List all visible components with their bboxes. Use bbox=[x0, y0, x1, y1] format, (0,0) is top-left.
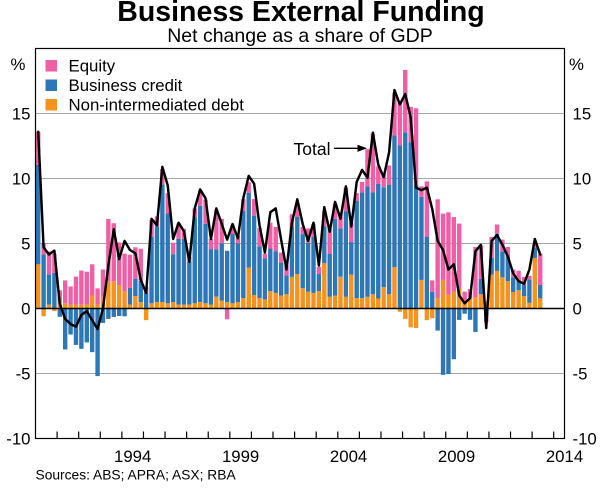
svg-text:1999: 1999 bbox=[222, 447, 259, 466]
svg-text:5: 5 bbox=[573, 235, 582, 254]
svg-text:-10: -10 bbox=[6, 430, 30, 449]
svg-text:15: 15 bbox=[573, 105, 592, 124]
svg-text:-10: -10 bbox=[573, 430, 597, 449]
svg-text:1994: 1994 bbox=[114, 447, 151, 466]
svg-text:10: 10 bbox=[12, 170, 31, 189]
svg-text:2014: 2014 bbox=[546, 447, 583, 466]
svg-text:%: % bbox=[569, 55, 584, 74]
svg-text:Business External Funding: Business External Funding bbox=[117, 0, 484, 28]
svg-text:0: 0 bbox=[21, 300, 30, 319]
svg-text:Net change as a share of GDP: Net change as a share of GDP bbox=[167, 25, 433, 47]
svg-text:Total: Total bbox=[294, 139, 331, 159]
svg-text:Business credit: Business credit bbox=[69, 76, 183, 95]
svg-text:%: % bbox=[11, 55, 26, 74]
svg-text:-5: -5 bbox=[16, 365, 31, 384]
svg-text:0: 0 bbox=[573, 300, 582, 319]
svg-text:-5: -5 bbox=[573, 365, 588, 384]
svg-text:10: 10 bbox=[573, 170, 592, 189]
svg-text:Non-intermediated debt: Non-intermediated debt bbox=[69, 95, 245, 114]
svg-text:5: 5 bbox=[21, 235, 30, 254]
svg-text:Equity: Equity bbox=[69, 56, 116, 75]
svg-text:2004: 2004 bbox=[330, 447, 367, 466]
svg-text:Sources: ABS; APRA; ASX; RBA: Sources: ABS; APRA; ASX; RBA bbox=[36, 468, 237, 483]
svg-text:15: 15 bbox=[12, 105, 31, 124]
svg-text:2009: 2009 bbox=[438, 447, 475, 466]
